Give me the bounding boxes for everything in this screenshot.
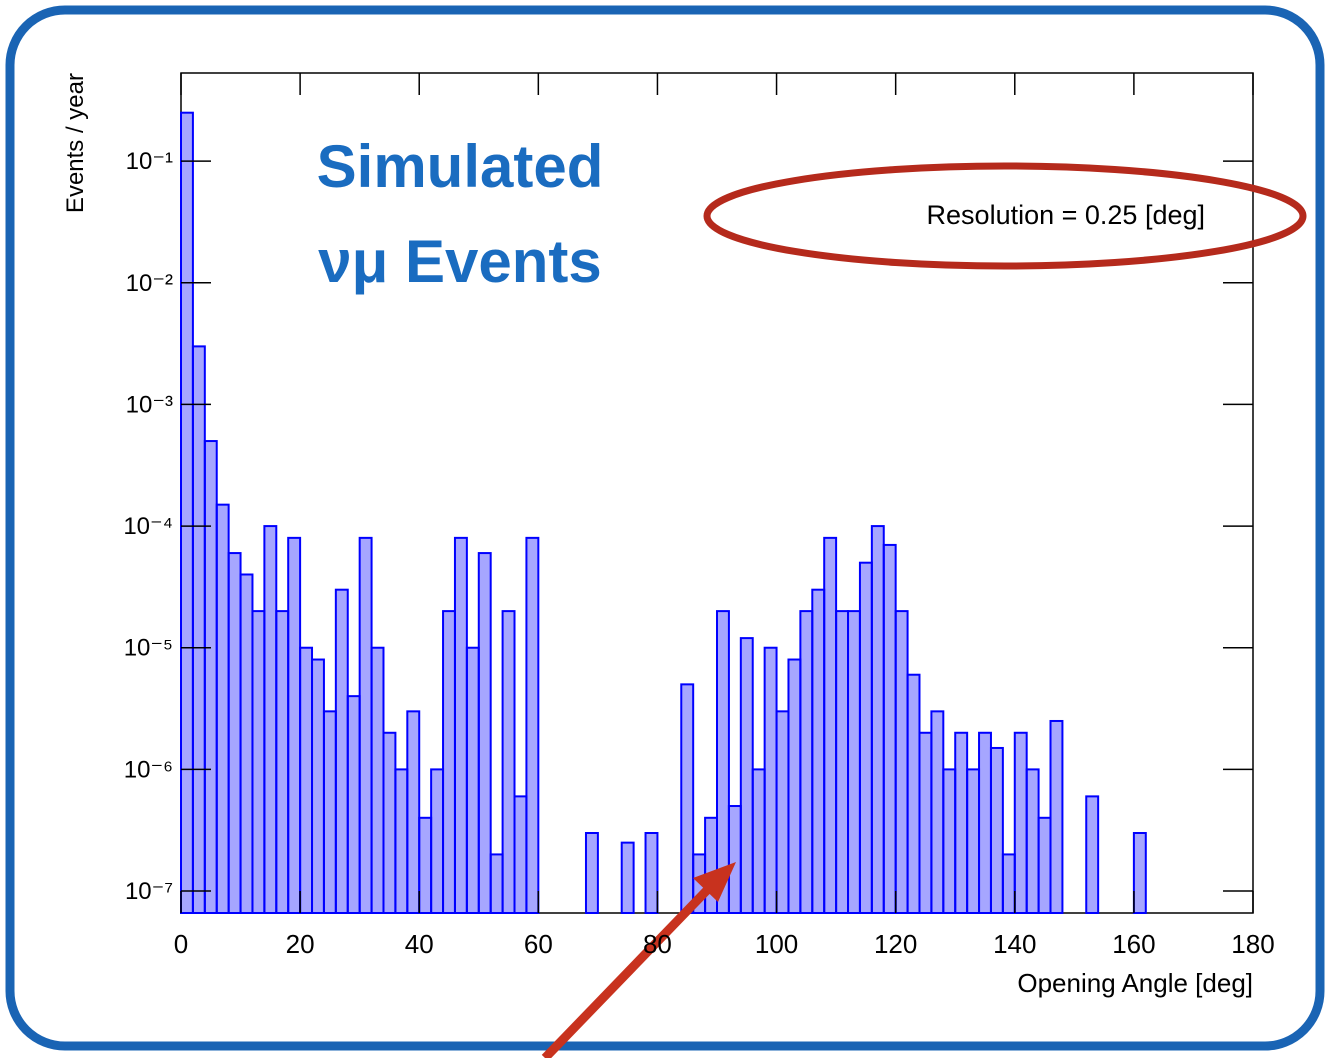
- bar: [680, 683, 695, 915]
- bar: [775, 710, 790, 914]
- x-tick-label: 180: [1231, 929, 1274, 959]
- y-tick-label: 10⁻¹: [126, 148, 173, 175]
- bar: [870, 525, 885, 915]
- bar: [1013, 731, 1028, 915]
- bar: [287, 536, 302, 914]
- y-tick-label: 10⁻⁴: [123, 513, 173, 540]
- arrow: [541, 881, 716, 1062]
- bar: [942, 768, 957, 915]
- bar: [299, 646, 314, 915]
- bar: [430, 768, 445, 915]
- bar: [442, 610, 456, 915]
- bar: [191, 345, 206, 915]
- annotation: Simulated: [317, 133, 604, 200]
- bar: [763, 646, 778, 915]
- bar: [465, 646, 480, 915]
- bar: [906, 673, 921, 914]
- bar: [620, 841, 635, 915]
- highlight-ellipse: [703, 162, 1307, 270]
- bar: [1025, 768, 1040, 915]
- bar: [882, 543, 897, 914]
- x-tick-label: 140: [993, 929, 1036, 959]
- bars: [180, 111, 1147, 915]
- bar: [525, 536, 540, 914]
- bar: [418, 816, 433, 915]
- bar: [477, 552, 492, 914]
- arrow-head: [693, 862, 736, 902]
- bar: [716, 610, 730, 915]
- bar: [358, 536, 373, 914]
- bar: [930, 710, 945, 914]
- bar: [239, 573, 254, 915]
- bar: [215, 503, 230, 914]
- bar: [406, 710, 421, 914]
- bar: [1037, 816, 1052, 915]
- bar: [394, 768, 409, 915]
- y-tick-label: 10⁻³: [126, 391, 173, 418]
- bar: [858, 561, 873, 914]
- bar: [346, 695, 361, 915]
- bar: [799, 610, 814, 915]
- bar: [978, 731, 992, 915]
- y-tick-label: 10⁻⁶: [124, 756, 173, 783]
- bar: [739, 637, 754, 914]
- bar: [787, 658, 802, 914]
- bar: [501, 610, 516, 915]
- x-tick-label: 20: [286, 929, 315, 959]
- bar: [918, 731, 933, 915]
- bar: [203, 440, 218, 914]
- y-tick-label: 10⁻²: [126, 270, 173, 297]
- bar: [1001, 853, 1016, 915]
- x-axis-label: Opening Angle [deg]: [1017, 968, 1253, 998]
- x-tick-label: 120: [874, 929, 917, 959]
- bar: [835, 610, 850, 915]
- x-tick-label: 100: [755, 929, 798, 959]
- bar: [322, 710, 337, 914]
- bar: [382, 731, 397, 915]
- bar: [894, 610, 909, 915]
- bar: [584, 832, 599, 914]
- x-tick-label: 40: [405, 929, 434, 959]
- bar: [453, 536, 468, 914]
- bar: [644, 832, 659, 914]
- bar: [513, 795, 528, 914]
- bar: [966, 768, 981, 915]
- y-tick-label: 10⁻⁷: [125, 878, 173, 905]
- bar: [954, 731, 969, 915]
- bar: [275, 610, 290, 915]
- x-tick-label: 0: [174, 929, 188, 959]
- y-axis-label: Events / year: [62, 73, 89, 213]
- bar: [1049, 719, 1064, 914]
- annotation: Resolution = 0.25 [deg]: [927, 200, 1205, 230]
- bar: [263, 525, 278, 915]
- bar: [370, 646, 385, 915]
- bar: [751, 768, 766, 915]
- bar: [811, 588, 826, 914]
- x-tick-label: 160: [1112, 929, 1155, 959]
- bar: [311, 658, 325, 914]
- bar: [989, 746, 1004, 914]
- annotation: νμ Events: [318, 228, 602, 295]
- bar: [251, 610, 266, 915]
- bar: [489, 853, 504, 915]
- y-tick-label: 10⁻⁵: [124, 635, 173, 662]
- bar: [1085, 795, 1100, 914]
- bar: [334, 588, 349, 914]
- bar: [1132, 832, 1147, 914]
- bar: [180, 111, 194, 914]
- bar: [727, 805, 742, 915]
- bar: [227, 552, 242, 914]
- x-tick-label: 60: [524, 929, 553, 959]
- x-tick-label: 80: [643, 929, 672, 959]
- frame: [5, 5, 1325, 1051]
- bar: [847, 610, 861, 915]
- bar: [823, 536, 838, 914]
